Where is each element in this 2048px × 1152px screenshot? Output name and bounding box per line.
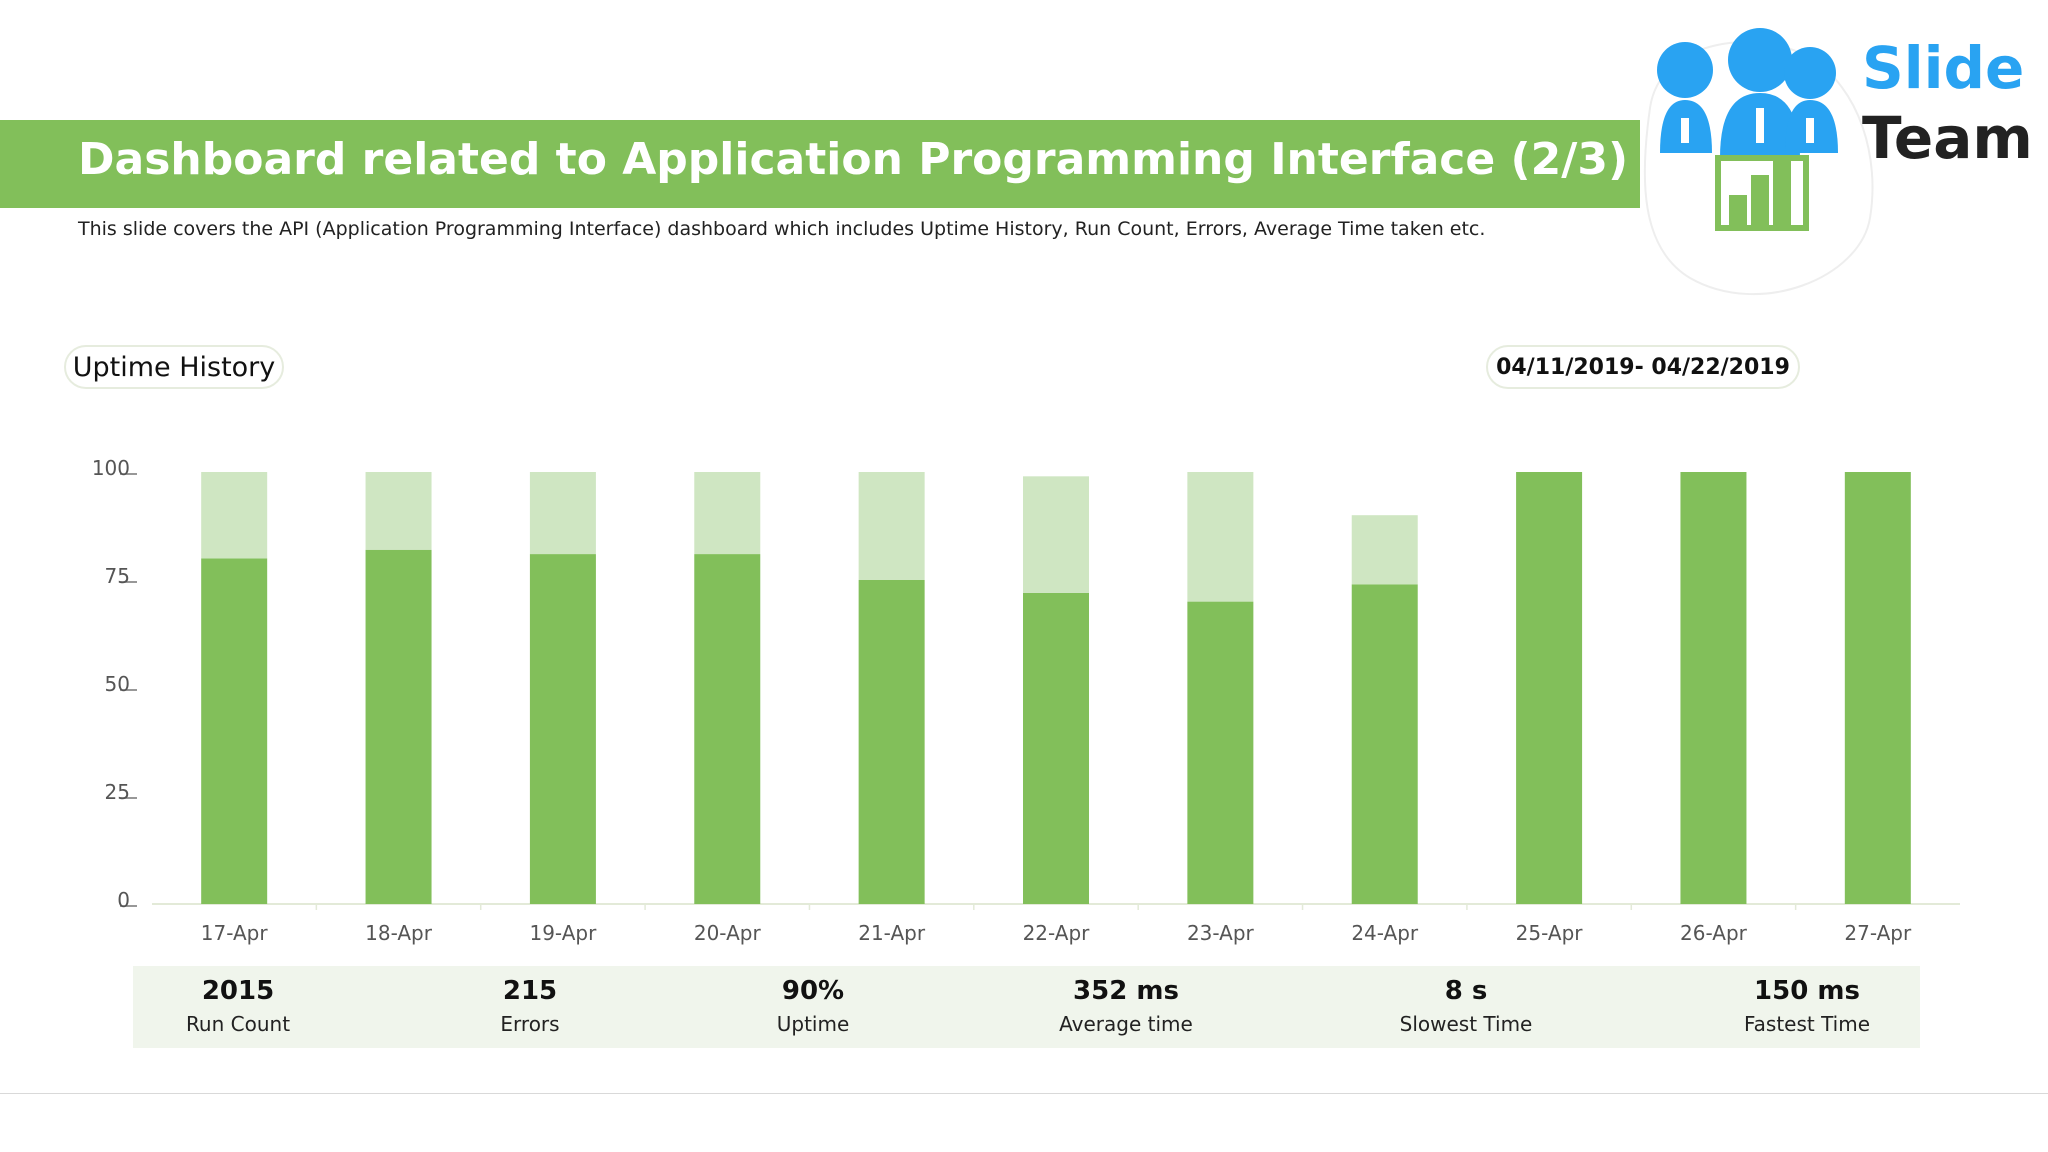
x-tick-label: 22-Apr xyxy=(1023,921,1091,945)
y-tick-label: 0 xyxy=(117,888,130,912)
bar-23-Apr-series-2 xyxy=(1187,472,1254,602)
x-tick-label: 18-Apr xyxy=(365,921,433,945)
kpi-value: 150 ms xyxy=(1754,976,1860,1006)
y-tick-label: 100 xyxy=(92,456,130,480)
x-tick-label: 26-Apr xyxy=(1680,921,1748,945)
footer-divider xyxy=(0,1093,2048,1094)
y-tick-label: 75 xyxy=(105,564,130,588)
page-subtitle: This slide covers the API (Application P… xyxy=(78,218,1486,240)
kpi-average-time: 352 ms Average time xyxy=(1006,966,1246,1036)
uptime-history-chart: 0 25 50 75 100 17-Apr 18-Apr 19-Apr 20-Apr 21-Apr… xyxy=(92,456,1960,945)
kpi-fastest-time: 150 ms Fastest Time xyxy=(1687,966,1927,1036)
logo-text-slide: Slide xyxy=(1862,34,2024,102)
y-tick-label: 25 xyxy=(105,780,130,804)
kpi-value: 8 s xyxy=(1444,976,1488,1006)
kpi-label: Errors xyxy=(500,1012,560,1036)
x-tick-label: 17-Apr xyxy=(201,921,269,945)
bar-chart-icon xyxy=(1715,155,1809,231)
bar-17-Apr-series-2 xyxy=(201,472,268,559)
bar-21-Apr-series-1 xyxy=(858,580,925,904)
kpi-slowest-time: 8 s Slowest Time xyxy=(1346,966,1586,1036)
bar-21-Apr-series-2 xyxy=(858,472,925,580)
bar-18-Apr-series-1 xyxy=(365,549,432,904)
kpi-value: 215 xyxy=(502,976,558,1006)
bar-17-Apr-series-1 xyxy=(201,558,268,904)
kpi-uptime: 90% Uptime xyxy=(693,966,933,1036)
x-tick-label: 25-Apr xyxy=(1516,921,1584,945)
kpi-value: 2015 xyxy=(201,976,275,1006)
x-tick-label: 20-Apr xyxy=(694,921,762,945)
slideteam-logo: Slide Team xyxy=(1643,28,2033,295)
bar-22-Apr-series-1 xyxy=(1023,592,1089,904)
bar-18-Apr-series-2 xyxy=(365,472,432,550)
page-title: Dashboard related to Application Program… xyxy=(78,134,1629,185)
bar-24-Apr-series-2 xyxy=(1351,515,1418,585)
bar-20-Apr-series-2 xyxy=(694,472,761,555)
bar-19-Apr-series-2 xyxy=(529,472,596,555)
uptime-history-label: Uptime History xyxy=(64,345,284,389)
x-tick-label: 24-Apr xyxy=(1351,921,1419,945)
bar-22-Apr-series-2 xyxy=(1023,476,1089,593)
bar-19-Apr-series-1 xyxy=(529,554,596,904)
kpi-run-count: 2015 Run Count xyxy=(118,966,358,1036)
kpi-value: 352 ms xyxy=(1073,976,1179,1006)
y-tick-label: 50 xyxy=(105,672,130,696)
kpi-label: Slowest Time xyxy=(1399,1012,1533,1036)
kpi-label: Fastest Time xyxy=(1743,1012,1871,1036)
bar-20-Apr-series-1 xyxy=(694,554,761,904)
bar-27-Apr-series-1 xyxy=(1844,472,1911,904)
logo-text-team: Team xyxy=(1862,104,2033,172)
x-tick-label: 21-Apr xyxy=(858,921,926,945)
people-icon xyxy=(1657,28,1838,158)
x-tick-label: 27-Apr xyxy=(1844,921,1912,945)
date-range-label: 04/11/2019- 04/22/2019 xyxy=(1486,345,1800,389)
bar-26-Apr-series-1 xyxy=(1680,472,1747,904)
kpi-label: Run Count xyxy=(185,1012,291,1036)
x-tick-label: 19-Apr xyxy=(529,921,597,945)
kpi-errors: 215 Errors xyxy=(410,966,650,1036)
bar-25-Apr-series-1 xyxy=(1516,472,1583,904)
kpi-label: Uptime xyxy=(776,1012,850,1036)
kpi-label: Average time xyxy=(1059,1012,1193,1036)
kpi-value: 90% xyxy=(781,976,845,1006)
bar-24-Apr-series-1 xyxy=(1351,584,1418,904)
bar-23-Apr-series-1 xyxy=(1187,601,1254,904)
title-bar xyxy=(0,120,1640,208)
kpi-bar: 2015 Run Count 215 Errors 90% Uptime 352 ms Ave… xyxy=(133,966,1920,1048)
x-tick-label: 23-Apr xyxy=(1187,921,1255,945)
